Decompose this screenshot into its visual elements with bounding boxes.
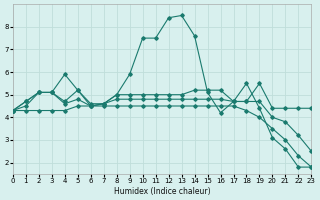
- X-axis label: Humidex (Indice chaleur): Humidex (Indice chaleur): [114, 187, 211, 196]
